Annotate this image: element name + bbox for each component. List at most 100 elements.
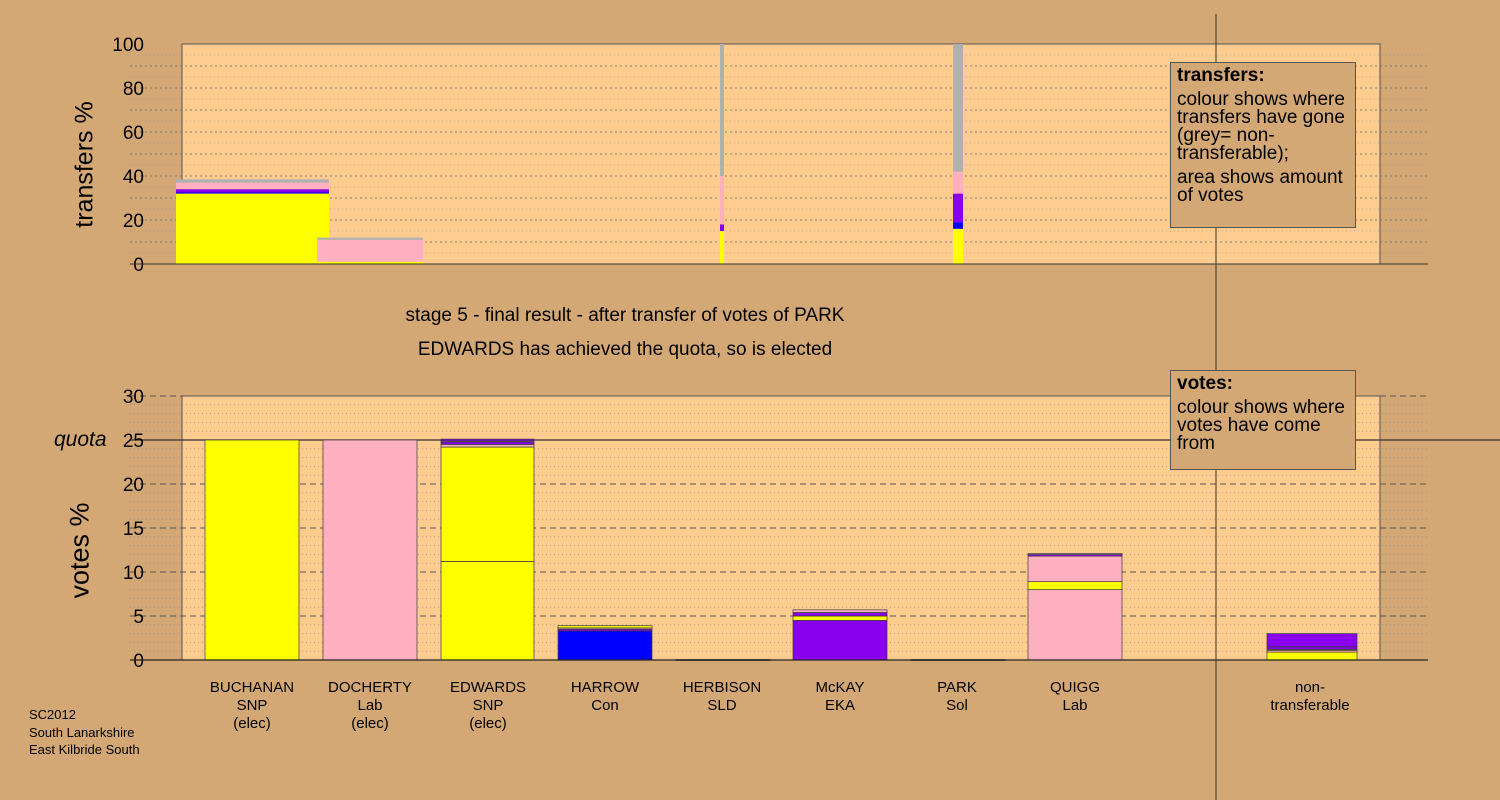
vote-bar-segment — [792, 609, 888, 613]
transfers-legend-text-colour: colour shows where transfers have gone (… — [1177, 89, 1345, 164]
candidate-party: transferable — [1270, 697, 1350, 714]
candidate-bar — [440, 438, 535, 661]
vote-bar-segment — [1027, 589, 1123, 661]
vote-bar-segment — [1027, 581, 1123, 590]
quota-label: quota — [54, 428, 107, 451]
transfer-bar-segment — [317, 239, 423, 262]
candidate-bar — [322, 439, 418, 661]
transfer-bar-segment — [176, 179, 329, 183]
vote-bar-segment — [1266, 646, 1358, 650]
transfers-y-axis-label: transfers % — [70, 101, 99, 228]
vote-bar-segment — [440, 561, 535, 661]
candidate-party: EKA — [824, 697, 855, 714]
candidate-party: SNP — [472, 697, 504, 714]
votes-y-tick-label: 25 — [123, 431, 144, 452]
votes-y-axis-label: votes % — [64, 502, 95, 599]
candidate-label: HARROW Con — [540, 679, 670, 715]
votes-legend-text: colour shows where votes have come from — [1177, 397, 1345, 454]
candidate-status: (elec) — [469, 715, 507, 732]
candidate-name: PARK — [937, 679, 977, 696]
votes-y-tick-label: 0 — [133, 651, 144, 672]
candidate-status: (elec) — [351, 715, 389, 732]
transfer-bar-segment — [953, 171, 963, 194]
transfers-legend: transfers: colour shows where transfers … — [1170, 62, 1356, 228]
transfer-bar-segment — [953, 44, 963, 172]
vote-bar-segment — [1266, 651, 1358, 661]
footer-line: East Kilbride South — [29, 742, 140, 757]
vote-bar-segment — [1266, 633, 1358, 648]
vote-bar-segment — [440, 446, 535, 562]
transfers-y-tick-label: 40 — [123, 167, 144, 188]
transfer-bar-segment — [176, 189, 329, 193]
candidate-name: HARROW — [570, 679, 640, 696]
candidate-bar — [1027, 553, 1123, 661]
candidate-label: EDWARDS SNP (elec) — [423, 679, 553, 733]
transfer-bar-segment — [176, 192, 329, 194]
candidate-party: Lab — [1062, 697, 1088, 714]
vote-bar-segment — [440, 444, 535, 448]
vote-bar-segment — [792, 620, 888, 661]
votes-y-tick-label: 20 — [123, 475, 144, 496]
transfers-y-tick-label: 60 — [123, 123, 144, 144]
transfer-bar-segment — [720, 224, 724, 231]
candidate-name: HERBISON — [682, 679, 762, 696]
transfer-bar-segment — [317, 261, 423, 264]
vote-bar-segment — [792, 615, 888, 621]
transfers-legend-text-area: area shows amount of votes — [1177, 167, 1343, 206]
vote-bar-segment — [792, 612, 888, 617]
footer-line: South Lanarkshire — [29, 724, 135, 740]
vote-bar-segment — [557, 630, 653, 661]
vote-bar-segment — [322, 439, 418, 661]
candidate-party: SLD — [707, 697, 737, 714]
vote-bar-segment — [1027, 555, 1123, 583]
candidate-label: BUCHANAN SNP (elec) — [187, 679, 317, 733]
elected-text: EDWARDS has achieved the quota, so is el… — [417, 339, 833, 360]
stage-title: stage 5 - final result - after transfer … — [405, 305, 845, 326]
footer-line: SC2012 — [29, 707, 76, 722]
transfer-bar-segment — [953, 228, 963, 264]
transfer-bar-segment — [176, 193, 329, 264]
transfer-bar-segment — [720, 231, 724, 264]
vote-bar-segment — [557, 625, 653, 629]
election-footer: SC2012 South Lanarkshire East Kilbride S… — [29, 706, 140, 759]
transfers-y-tick-label: 0 — [133, 255, 144, 276]
votes-legend: votes: colour shows where votes have com… — [1170, 370, 1356, 470]
candidate-bar — [204, 439, 300, 661]
candidate-party: Sol — [946, 697, 968, 714]
candidate-party: Lab — [357, 697, 383, 714]
candidate-label: HERBISON SLD — [657, 679, 787, 715]
transfer-bar-segment — [953, 222, 963, 229]
candidate-name: BUCHANAN — [209, 679, 295, 696]
transfers-y-tick-label: 100 — [112, 35, 144, 56]
candidate-label: PARK Sol — [892, 679, 1022, 715]
non-transferable-label: non- transferable — [1245, 679, 1375, 715]
votes-y-tick-label: 15 — [123, 519, 144, 540]
candidate-bar — [1266, 633, 1358, 661]
candidate-label: McKAY EKA — [775, 679, 905, 715]
transfer-bar-segment — [176, 182, 329, 190]
candidate-name: non- — [1294, 679, 1326, 696]
candidate-name: QUIGG — [1049, 679, 1100, 696]
candidate-name: McKAY — [815, 679, 865, 696]
votes-y-tick-label: 10 — [123, 563, 144, 584]
candidate-label: DOCHERTY Lab (elec) — [305, 679, 435, 733]
vote-bar-segment — [440, 438, 535, 442]
candidate-party: SNP — [236, 697, 268, 714]
transfers-y-tick-label: 20 — [123, 211, 144, 232]
candidate-bar — [557, 625, 653, 661]
transfer-bar-segment — [317, 237, 423, 240]
transfers-legend-title: transfers: — [1177, 65, 1265, 86]
candidate-label: QUIGG Lab — [1010, 679, 1140, 715]
candidate-bar — [792, 609, 888, 661]
candidate-status: (elec) — [233, 715, 271, 732]
transfer-bar-segment — [953, 193, 963, 223]
candidate-party: Con — [591, 697, 619, 714]
candidate-name: DOCHERTY — [328, 679, 412, 696]
transfer-bar-segment — [720, 176, 724, 225]
transfer-bar-segment — [720, 44, 724, 176]
votes-y-tick-label: 30 — [123, 387, 144, 408]
vote-bar-segment — [204, 439, 300, 661]
candidate-name: EDWARDS — [449, 679, 527, 696]
votes-y-tick-label: 5 — [133, 607, 144, 628]
transfers-y-tick-label: 80 — [123, 79, 144, 100]
